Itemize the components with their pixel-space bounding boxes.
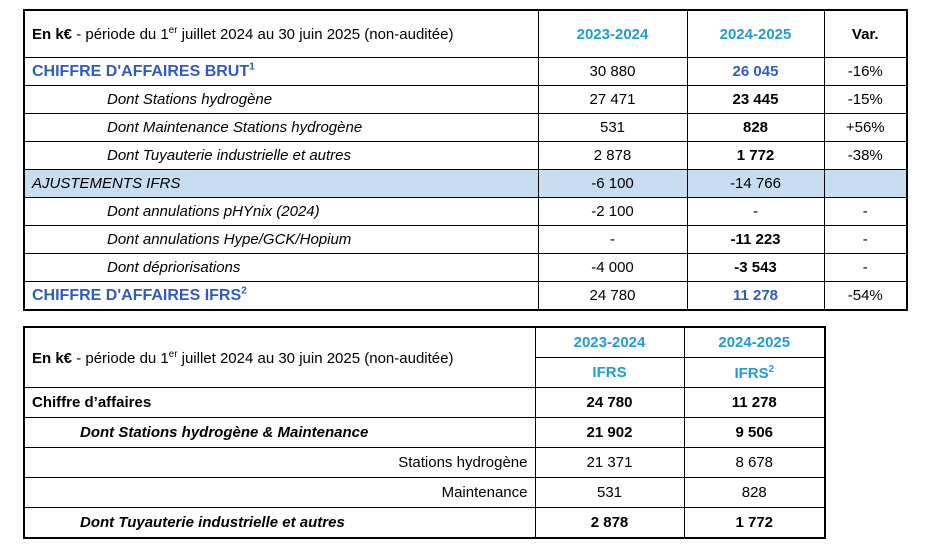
- subheader-text: IFRS: [734, 364, 769, 382]
- footnote-superscript: 2: [241, 285, 247, 297]
- value-2023: 24 780: [534, 387, 685, 418]
- row-label: AJUSTEMENTS IFRS: [23, 169, 539, 198]
- row-label: Chiffre d’affaires: [23, 387, 536, 418]
- table-row: Dont annulations Hype/GCK/Hopium - -11 2…: [23, 225, 908, 254]
- row-label-text: CHIFFRE D'AFFAIRES BRUT: [32, 63, 250, 81]
- value-var: -: [823, 197, 908, 226]
- footnote-superscript: 1: [249, 61, 255, 73]
- column-subheader-ifrs2: IFRS2: [683, 357, 826, 388]
- period-text-post: juillet 2024 au 30 juin 2025 (non-audité…: [177, 26, 454, 43]
- value-2024: 11 278: [683, 387, 826, 418]
- period-superscript: er: [168, 25, 178, 36]
- table-row: Dont Stations hydrogène 27 471 23 445 -1…: [23, 85, 908, 114]
- table-row: CHIFFRE D'AFFAIRES IFRS2 24 780 11 278 -…: [23, 281, 908, 311]
- row-label: Dont Maintenance Stations hydrogène: [23, 113, 539, 142]
- column-header-2024-2025: 2024-2025: [683, 326, 826, 358]
- column-subheader-ifrs: IFRS: [534, 357, 685, 388]
- row-label: Maintenance: [23, 477, 536, 508]
- column-header-var: Var.: [823, 9, 908, 58]
- table-header-row: En k€ - période du 1er juillet 2024 au 3…: [23, 9, 908, 58]
- value-var: -54%: [823, 281, 908, 311]
- row-label: Dont Tuyauterie industrielle et autres: [23, 507, 536, 539]
- gross-revenue-table: En k€ - période du 1er juillet 2024 au 3…: [23, 9, 908, 311]
- column-header-2023-2024: 2023-2024: [537, 9, 688, 58]
- value-2024: 8 678: [683, 447, 826, 478]
- table-row: Dont Stations hydrogène & Maintenance 21…: [23, 417, 826, 448]
- value-2024: 26 045: [686, 57, 825, 86]
- footnote-superscript: 2: [768, 363, 775, 375]
- row-label: Stations hydrogène: [23, 447, 536, 478]
- value-2023: -4 000: [537, 253, 688, 282]
- value-2024: 23 445: [686, 85, 825, 114]
- table-row: Dont Maintenance Stations hydrogène 531 …: [23, 113, 908, 142]
- value-2024: 828: [686, 113, 825, 142]
- value-var: -16%: [823, 57, 908, 86]
- value-2023: 27 471: [537, 85, 688, 114]
- row-label: Dont Tuyauterie industrielle et autres: [23, 141, 539, 170]
- table-row: Dont dépriorisations -4 000 -3 543 -: [23, 253, 908, 282]
- table-row: Dont annulations pHYnix (2024) -2 100 - …: [23, 197, 908, 226]
- value-2023: 21 902: [534, 417, 685, 448]
- table-row: Stations hydrogène 21 371 8 678: [23, 447, 826, 478]
- value-2024: 11 278: [686, 281, 825, 311]
- column-header-2024-2025: 2024-2025: [686, 9, 825, 58]
- period-text-pre: - période du 1: [72, 26, 169, 43]
- value-2024: 9 506: [683, 417, 826, 448]
- table-row: Chiffre d’affaires 24 780 11 278: [23, 387, 826, 418]
- table-header-row: En k€ - période du 1er juillet 2024 au 3…: [23, 326, 826, 388]
- row-label-text: CHIFFRE D'AFFAIRES IFRS: [32, 287, 242, 305]
- row-label: Dont dépriorisations: [23, 253, 539, 282]
- value-2024: 1 772: [686, 141, 825, 170]
- page: En k€ - période du 1er juillet 2024 au 3…: [23, 9, 908, 539]
- unit-label: En k€: [32, 349, 73, 367]
- row-label: Dont annulations pHYnix (2024): [23, 197, 539, 226]
- value-var: -15%: [823, 85, 908, 114]
- value-2023: 531: [534, 477, 685, 508]
- period-text-pre: - période du 1: [72, 349, 169, 367]
- column-header-2023-2024: 2023-2024: [534, 326, 685, 358]
- value-var: -: [823, 225, 908, 254]
- value-2023: 531: [537, 113, 688, 142]
- value-2023: -: [537, 225, 688, 254]
- value-2023: 30 880: [537, 57, 688, 86]
- row-label: CHIFFRE D'AFFAIRES BRUT1: [23, 57, 539, 86]
- period-label: En k€ - période du 1er juillet 2024 au 3…: [23, 9, 539, 58]
- unit-label: En k€: [32, 26, 73, 43]
- value-var: -: [823, 253, 908, 282]
- value-2023: 2 878: [534, 507, 685, 539]
- table-row: Dont Tuyauterie industrielle et autres 2…: [23, 141, 908, 170]
- table-row: Maintenance 531 828: [23, 477, 826, 508]
- value-var: -38%: [823, 141, 908, 170]
- table-row-adjustments: AJUSTEMENTS IFRS -6 100 -14 766: [23, 169, 908, 198]
- period-superscript: er: [168, 348, 178, 360]
- value-2024: 828: [683, 477, 826, 508]
- row-label: CHIFFRE D'AFFAIRES IFRS2: [23, 281, 539, 311]
- value-2023: -6 100: [537, 169, 688, 198]
- row-label: Dont Stations hydrogène: [23, 85, 539, 114]
- table-row: CHIFFRE D'AFFAIRES BRUT1 30 880 26 045 -…: [23, 57, 908, 86]
- value-2023: 2 878: [537, 141, 688, 170]
- value-2024: -11 223: [686, 225, 825, 254]
- value-var: [823, 169, 908, 198]
- row-label: Dont Stations hydrogène & Maintenance: [23, 417, 536, 448]
- ifrs-revenue-table: En k€ - période du 1er juillet 2024 au 3…: [23, 326, 826, 539]
- value-2023: 24 780: [537, 281, 688, 311]
- table-header-subrow: IFRS IFRS2: [24, 357, 826, 388]
- value-2024: 1 772: [683, 507, 826, 539]
- value-2023: 21 371: [534, 447, 685, 478]
- value-2024: -: [686, 197, 825, 226]
- value-2024: -3 543: [686, 253, 825, 282]
- table-row: Dont Tuyauterie industrielle et autres 2…: [23, 507, 826, 539]
- period-text-post: juillet 2024 au 30 juin 2025 (non-audité…: [177, 349, 454, 367]
- value-2024: -14 766: [686, 169, 825, 198]
- period-label: En k€ - période du 1er juillet 2024 au 3…: [23, 326, 536, 388]
- row-label: Dont annulations Hype/GCK/Hopium: [23, 225, 539, 254]
- value-var: +56%: [823, 113, 908, 142]
- value-2023: -2 100: [537, 197, 688, 226]
